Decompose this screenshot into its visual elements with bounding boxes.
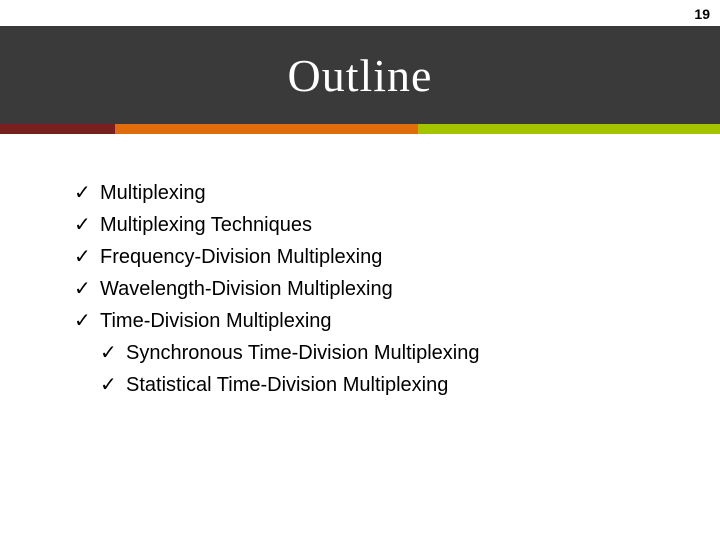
list-item: ✓Multiplexing <box>74 180 674 207</box>
list-item: ✓Frequency-Division Multiplexing <box>74 244 674 271</box>
slide-title: Outline <box>288 49 433 102</box>
accent-bar <box>0 124 720 134</box>
checkmark-icon: ✓ <box>74 276 100 303</box>
outline-list: ✓Multiplexing✓Multiplexing Techniques✓Fr… <box>74 180 674 404</box>
list-item: ✓Wavelength-Division Multiplexing <box>74 276 674 303</box>
list-item-text: Synchronous Time-Division Multiplexing <box>126 340 479 367</box>
page-number: 19 <box>694 6 710 22</box>
list-item: ✓Time-Division Multiplexing <box>74 308 674 335</box>
accent-segment <box>418 124 720 134</box>
list-item-text: Wavelength-Division Multiplexing <box>100 276 393 303</box>
checkmark-icon: ✓ <box>100 340 126 367</box>
list-item-text: Multiplexing <box>100 180 206 207</box>
title-band: Outline <box>0 26 720 124</box>
list-item: ✓Statistical Time-Division Multiplexing <box>100 372 674 399</box>
accent-segment <box>0 124 115 134</box>
checkmark-icon: ✓ <box>74 244 100 271</box>
checkmark-icon: ✓ <box>74 180 100 207</box>
list-item-text: Statistical Time-Division Multiplexing <box>126 372 448 399</box>
list-item-text: Multiplexing Techniques <box>100 212 312 239</box>
list-item-text: Frequency-Division Multiplexing <box>100 244 382 271</box>
list-item-text: Time-Division Multiplexing <box>100 308 332 335</box>
accent-segment <box>115 124 417 134</box>
list-item: ✓Synchronous Time-Division Multiplexing <box>100 340 674 367</box>
list-item: ✓Multiplexing Techniques <box>74 212 674 239</box>
slide: 19 Outline ✓Multiplexing✓Multiplexing Te… <box>0 0 720 540</box>
sublist: ✓Synchronous Time-Division Multiplexing✓… <box>100 340 674 399</box>
checkmark-icon: ✓ <box>100 372 126 399</box>
checkmark-icon: ✓ <box>74 308 100 335</box>
checkmark-icon: ✓ <box>74 212 100 239</box>
